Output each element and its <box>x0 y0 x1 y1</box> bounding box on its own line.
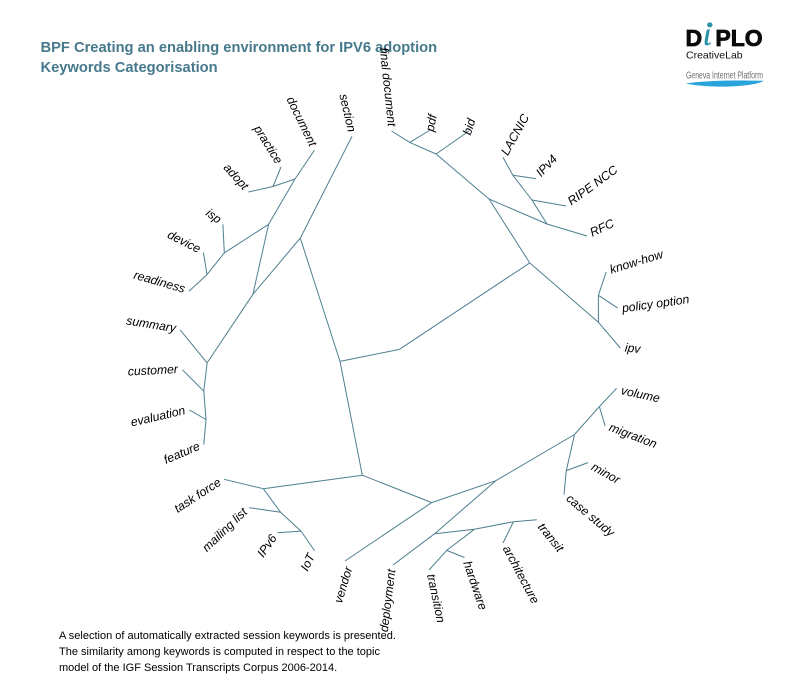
svg-text:volume: volume <box>620 383 662 405</box>
svg-text:transition: transition <box>424 573 448 624</box>
svg-text:hardware: hardware <box>460 559 490 612</box>
svg-text:vendor: vendor <box>331 564 356 605</box>
svg-text:migration: migration <box>607 420 659 451</box>
svg-text:practice: practice <box>250 122 285 167</box>
svg-text:CreativeLab: CreativeLab <box>686 50 743 62</box>
svg-text:RFC: RFC <box>588 216 617 239</box>
svg-text:minor: minor <box>589 460 623 487</box>
svg-text:isp: isp <box>203 206 224 227</box>
svg-text:mailing list: mailing list <box>199 505 250 555</box>
svg-text:know-how: know-how <box>608 247 666 277</box>
svg-text:ipv: ipv <box>624 341 642 357</box>
svg-text:IPv4: IPv4 <box>533 152 560 180</box>
svg-text:task force: task force <box>172 475 224 516</box>
svg-text:IoT: IoT <box>298 550 319 573</box>
svg-text:Geneva Internet Platform: Geneva Internet Platform <box>686 71 763 82</box>
svg-text:pdf: pdf <box>423 112 440 134</box>
svg-text:feature: feature <box>162 439 203 467</box>
svg-text:device: device <box>165 227 203 256</box>
svg-text:architecture: architecture <box>500 543 542 606</box>
svg-text:RIPE NCC: RIPE NCC <box>565 163 621 209</box>
svg-text:customer: customer <box>127 362 179 379</box>
svg-text:summary: summary <box>125 313 178 335</box>
svg-text:bid: bid <box>460 116 479 137</box>
svg-text:document: document <box>284 94 320 149</box>
svg-text:readiness: readiness <box>132 268 187 296</box>
svg-text:transit: transit <box>535 520 567 555</box>
svg-text:section: section <box>336 92 358 133</box>
svg-text:PLO: PLO <box>715 25 762 51</box>
svg-text:final document: final document <box>377 47 399 128</box>
svg-text:evaluation: evaluation <box>129 403 187 429</box>
svg-text:IPv6: IPv6 <box>254 532 280 560</box>
svg-text:case study: case study <box>564 491 618 540</box>
svg-text:deployment: deployment <box>377 568 399 633</box>
svg-text:D: D <box>686 25 702 51</box>
svg-text:LACNIC: LACNIC <box>498 112 532 158</box>
svg-text:policy option: policy option <box>620 292 690 315</box>
svg-text:adopt: adopt <box>221 161 252 193</box>
